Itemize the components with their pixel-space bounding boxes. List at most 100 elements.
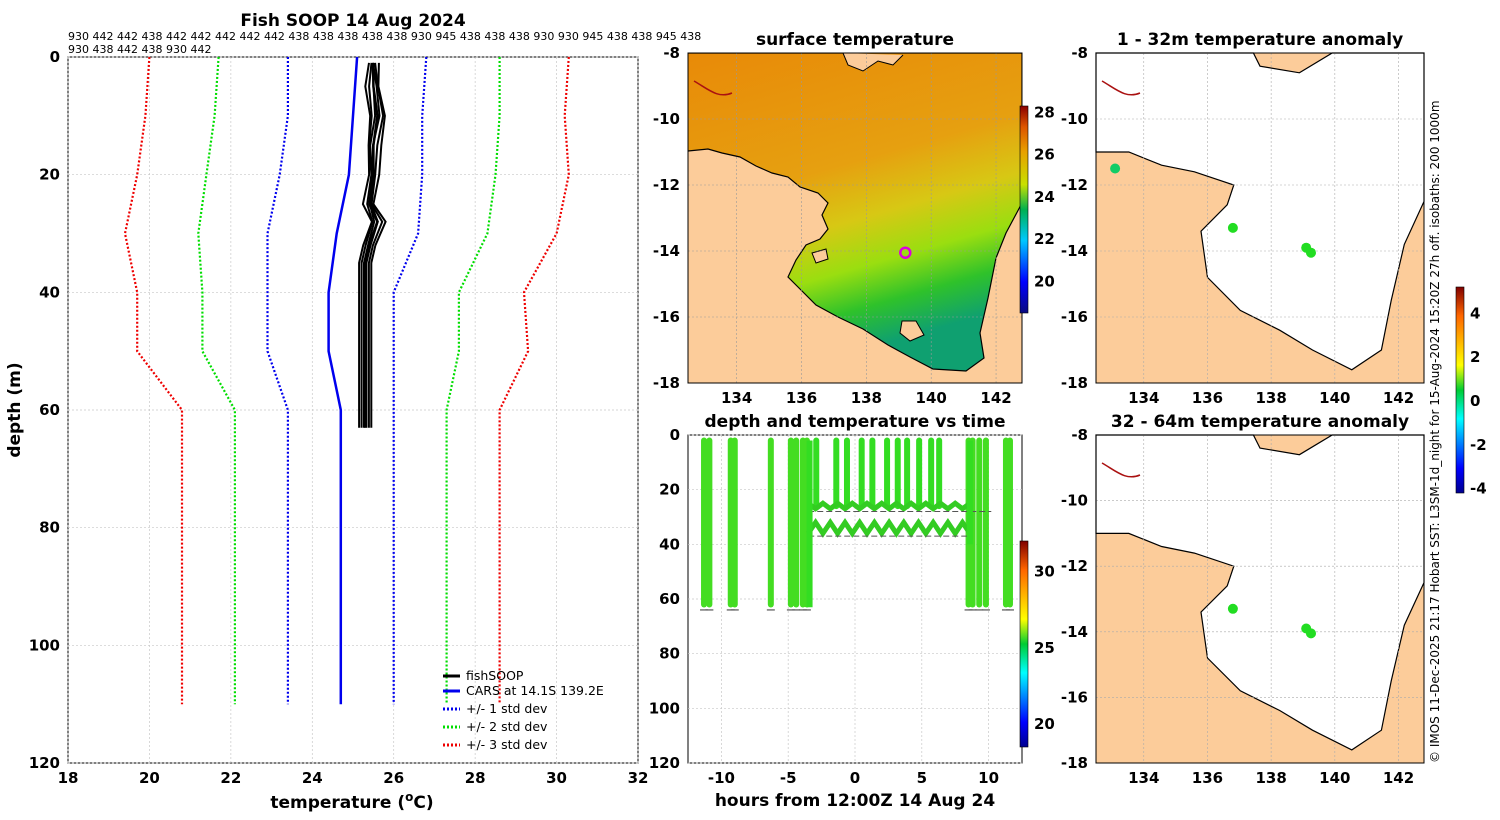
sst-map-grid — [688, 53, 1022, 383]
anom1-x-tick: 136 — [1192, 389, 1223, 407]
anom2-y-tick: -16 — [1061, 688, 1088, 706]
anom2-y-tick: -8 — [1071, 426, 1088, 444]
sst-colorbar-tick: 22 — [1034, 230, 1055, 248]
profile-panel: 18 20 22 24 26 28 30 32 0 20 40 60 80 100 120 Fish SOO… — [5, 11, 701, 813]
anom2-y-tick: -14 — [1061, 623, 1088, 641]
tow-path-upper — [806, 500, 972, 512]
legend-2std: +/- 2 std dev — [466, 719, 548, 734]
anom1-river — [1101, 80, 1141, 96]
mornington-island — [899, 320, 925, 342]
time-colorbar-tick: 25 — [1034, 639, 1055, 657]
anom2-x-tick: 136 — [1192, 769, 1223, 787]
time-y-tick: 100 — [649, 699, 680, 717]
profile-y-tick: 0 — [50, 48, 60, 66]
profile-line--1-std-dev — [266, 57, 289, 705]
sst-x-tick: 140 — [916, 389, 947, 407]
profile-x-axis-label: temperature (oC) — [270, 790, 433, 813]
sst-x-tick: 136 — [786, 389, 817, 407]
anomaly-colorbar — [1455, 286, 1465, 494]
time-x-tick: -10 — [708, 769, 735, 787]
anomaly-map-1-32m: 1 - 32m temperature anomaly 134 136 138 140… — [1061, 30, 1425, 407]
time-y-tick: 60 — [659, 590, 680, 608]
anom1-y-tick: -16 — [1061, 308, 1088, 326]
anom1-x-tick: 134 — [1128, 389, 1159, 407]
sst-colorbar-ticks: 20 22 24 26 28 — [1034, 103, 1055, 290]
sst-colorbar — [1019, 105, 1029, 314]
top-codes-line2: 930 438 442 438 930 442 — [68, 43, 211, 56]
profile-x-tick: 26 — [383, 769, 404, 787]
sst-colorbar-tick: 24 — [1034, 188, 1055, 206]
anom1-ticks: 134 136 138 140 142 -8 -10 -12 -14 -16 -18 — [1061, 44, 1414, 407]
river-line — [693, 80, 733, 96]
sst-x-tick: 142 — [980, 389, 1011, 407]
vertical-credit-note: © IMOS 11-Dec-2025 21:17 Hobart SST: L3S… — [1428, 100, 1442, 763]
sst-colorbar-tick: 20 — [1034, 272, 1055, 290]
time-x-tick: 0 — [850, 769, 860, 787]
time-depth-dives — [700, 437, 1014, 611]
profile-x-tick: 22 — [220, 769, 241, 787]
anomaly-colorbar-tick: 4 — [1470, 304, 1480, 322]
time-y-tick: 120 — [649, 754, 680, 772]
profile-tick-labels: 18 20 22 24 26 28 30 32 0 20 40 60 80 100 120 — [29, 48, 649, 787]
sst-y-tick: -14 — [653, 242, 680, 260]
profile-gridlines — [67, 56, 639, 764]
anom1-anomaly-point — [1227, 222, 1238, 233]
profile-y-axis-label: depth (m) — [5, 362, 25, 457]
profile-x-tick: 24 — [302, 769, 323, 787]
sst-x-tick: 134 — [721, 389, 752, 407]
time-x-tick: 5 — [917, 769, 927, 787]
anom2-ticks: 134 136 138 140 142 -8 -10 -12 -14 -16 -18 — [1061, 426, 1414, 787]
profile-line--3-std-dev — [123, 56, 184, 705]
time-y-tick: 0 — [670, 426, 680, 444]
time-x-tick: -5 — [780, 769, 797, 787]
time-depth-x-axis-label: hours from 12:00Z 14 Aug 24 — [715, 791, 996, 811]
anom1-anomaly-point — [1306, 247, 1316, 258]
anom2-river — [1101, 462, 1141, 478]
profile-lines — [123, 56, 570, 705]
anom2-frame — [1095, 434, 1425, 764]
anomaly-colorbar-tick: 2 — [1470, 348, 1480, 366]
profile-y-tick: 120 — [29, 754, 60, 772]
sst-y-tick: -18 — [653, 374, 680, 392]
anom2-x-tick: 142 — [1383, 769, 1414, 787]
profile-y-tick: 60 — [39, 401, 60, 419]
time-y-tick: 40 — [659, 535, 680, 553]
profile-line--2-std-dev — [445, 57, 501, 705]
fishsoop-cast — [363, 62, 377, 428]
anom2-sea — [1095, 434, 1425, 751]
anom2-y-tick: -12 — [1061, 557, 1088, 575]
profile-line--3-std-dev — [498, 56, 570, 705]
anom1-sea — [1095, 52, 1425, 371]
fishsoop-cast — [367, 62, 385, 428]
anom1-y-tick: -8 — [1071, 44, 1088, 62]
north-coastline — [842, 53, 904, 72]
profile-title: Fish SOOP 14 Aug 2024 — [240, 11, 466, 31]
station-marker — [899, 246, 912, 259]
sea-surface-temperature-field — [688, 53, 1022, 371]
fishsoop-cast — [365, 62, 381, 428]
anom1-frame — [1095, 52, 1425, 384]
profile-y-tick: 40 — [39, 283, 60, 301]
sst-map-panel: surface temperature 134 136 138 140 142 -8 -10… — [653, 30, 1055, 407]
time-depth-title: depth and temperature vs time — [705, 412, 1006, 432]
profile-y-tick: 100 — [29, 636, 60, 654]
time-colorbar-tick: 30 — [1034, 563, 1055, 581]
sst-map-plot — [688, 53, 1022, 383]
fishsoop-cast — [360, 62, 374, 428]
anom2-anomaly-point — [1306, 628, 1316, 639]
sst-colorbar-tick: 28 — [1034, 103, 1055, 121]
top-codes-line1: 930 442 442 438 442 442 442 442 442 438 … — [68, 30, 701, 43]
anom1-x-tick: 142 — [1383, 389, 1414, 407]
anom2-x-tick: 138 — [1255, 769, 1286, 787]
sst-y-tick: -8 — [663, 44, 680, 62]
tow-path-lower — [806, 518, 972, 538]
anom1-x-tick: 138 — [1255, 389, 1286, 407]
anomaly-map-32-64m: 32 - 64m temperature anomaly 134 136 138 14… — [1061, 412, 1425, 787]
sst-map-ticks: 134 136 138 140 142 -8 -10 -12 -14 -16 -18 — [653, 44, 1012, 407]
sst-y-tick: -12 — [653, 176, 680, 194]
profile-x-tick: 20 — [139, 769, 160, 787]
anomaly-colorbar-tick: -4 — [1470, 480, 1487, 498]
profile-x-tick: 28 — [465, 769, 486, 787]
profile-x-tick: 30 — [546, 769, 567, 787]
